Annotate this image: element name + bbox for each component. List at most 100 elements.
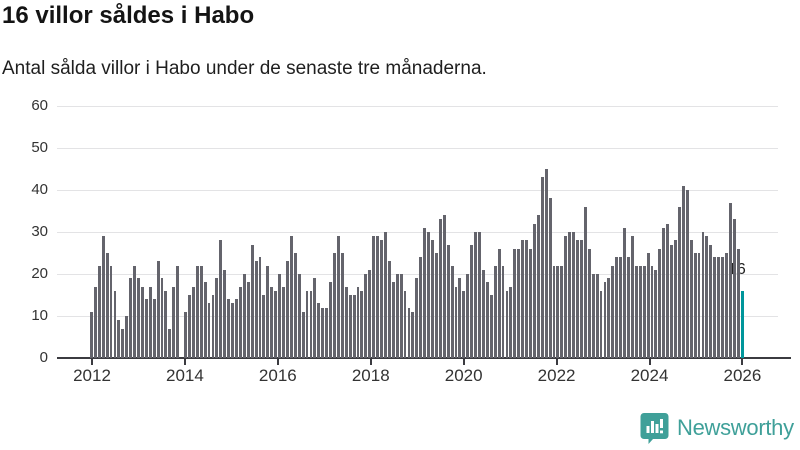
x-axis-tick	[741, 358, 744, 365]
x-axis-tick	[91, 358, 93, 365]
bar	[235, 299, 238, 358]
bar	[403, 290, 407, 358]
bar	[407, 307, 411, 358]
bar	[129, 278, 133, 358]
chart-title: 16 villor såldes i Habo	[2, 2, 255, 29]
bar	[286, 261, 289, 358]
bar	[137, 278, 140, 358]
bar	[462, 290, 466, 358]
bar	[732, 219, 736, 358]
bar	[736, 248, 740, 358]
bar	[376, 236, 380, 358]
bar	[227, 299, 231, 358]
bar	[685, 190, 689, 358]
bar	[728, 202, 732, 358]
bar	[301, 311, 305, 358]
gridline-y-50	[57, 148, 778, 149]
bar	[478, 232, 481, 358]
bar	[415, 278, 419, 358]
bar	[725, 253, 728, 358]
bar	[615, 257, 619, 358]
bar	[650, 265, 654, 358]
bar	[148, 286, 152, 358]
bar	[544, 169, 548, 358]
bar	[540, 177, 544, 358]
bar	[666, 223, 670, 358]
bar	[352, 295, 356, 358]
y-axis-tick-label: 30	[31, 223, 48, 240]
bar	[521, 240, 525, 358]
bar	[258, 257, 262, 358]
bar	[603, 282, 607, 358]
bar	[454, 286, 458, 358]
bar	[152, 299, 156, 358]
bar	[611, 265, 615, 358]
bar	[630, 236, 634, 358]
bar	[693, 253, 697, 358]
bar	[372, 236, 376, 358]
bar	[560, 265, 564, 358]
bar	[176, 265, 180, 358]
bar	[705, 236, 709, 358]
bar	[356, 286, 360, 358]
bar	[101, 236, 105, 358]
bar	[97, 265, 101, 358]
bar	[568, 232, 572, 358]
y-axis-tick-label: 40	[31, 181, 48, 198]
x-axis-tick	[648, 358, 651, 365]
bar	[313, 278, 317, 358]
bar	[391, 282, 395, 358]
bar	[595, 274, 599, 358]
bar	[384, 232, 387, 358]
y-axis-tick-label: 10	[31, 307, 48, 324]
bar	[195, 265, 199, 358]
bar	[678, 206, 681, 358]
gridline-y-30	[57, 232, 778, 233]
bar	[623, 227, 626, 358]
bar	[485, 282, 489, 358]
bar	[513, 248, 517, 358]
bar	[117, 320, 121, 358]
newsworthy-logo: Newsworthy	[640, 412, 794, 444]
bar	[270, 286, 274, 358]
bar	[333, 253, 336, 358]
bar	[321, 307, 325, 358]
bar	[336, 236, 340, 358]
bar	[254, 261, 258, 358]
bar	[262, 295, 266, 358]
bar	[309, 290, 313, 358]
bar	[713, 257, 717, 358]
bar	[572, 232, 576, 358]
bar	[529, 248, 532, 358]
bar	[423, 227, 427, 358]
bar	[431, 240, 434, 358]
x-axis-tick-label: 2024	[630, 366, 669, 385]
bar-highlight-latest	[740, 290, 744, 358]
chart-subtitle: Antal sålda villor i Habo under de senas…	[2, 58, 487, 79]
bar	[556, 265, 560, 358]
bar	[442, 215, 446, 358]
bar	[199, 265, 203, 358]
bar	[580, 240, 583, 358]
x-axis-tick	[183, 358, 186, 365]
bar	[599, 290, 603, 358]
bar	[482, 269, 485, 358]
bar	[164, 290, 168, 358]
y-axis-tick-label: 0	[39, 349, 48, 366]
bar	[329, 282, 332, 358]
x-axis-tick-label: 2018	[351, 366, 390, 385]
bar	[458, 278, 462, 358]
bar	[450, 265, 454, 358]
bar	[717, 257, 721, 358]
bar	[552, 265, 556, 358]
bar	[634, 265, 638, 358]
bar	[591, 274, 595, 358]
x-axis-tick	[369, 358, 372, 365]
bar	[638, 265, 642, 358]
gridline-y-20	[57, 274, 778, 275]
x-axis-tick-label: 2026	[723, 366, 762, 385]
bar	[489, 295, 493, 358]
bar	[203, 282, 207, 358]
bar	[646, 253, 650, 358]
bar	[191, 286, 195, 358]
